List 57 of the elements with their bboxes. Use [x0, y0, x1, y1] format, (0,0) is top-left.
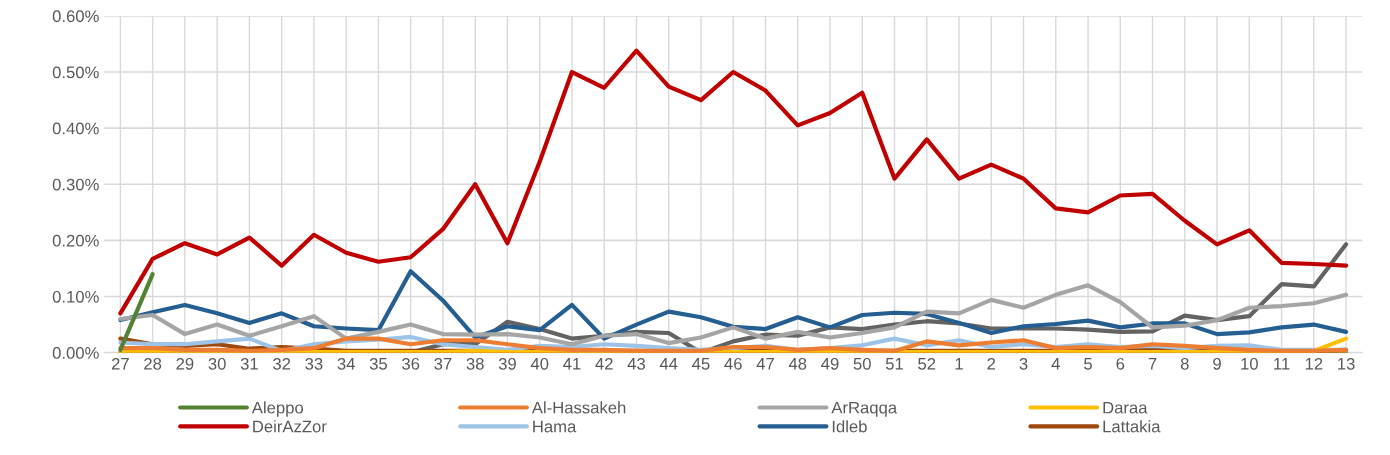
line-series	[118, 283, 1349, 347]
y-tick-label: 0.00%	[52, 347, 99, 359]
y-tick-label: 0.60%	[52, 10, 99, 23]
legend-label: Idleb	[832, 420, 867, 433]
x-tick-label: 32	[273, 357, 291, 370]
line-series	[118, 269, 1349, 341]
x-tick-label: 3	[1019, 357, 1028, 370]
legend-label: ArRaqqa	[831, 401, 898, 417]
x-tick-label: 13	[1338, 357, 1355, 370]
y-tick-label: 0.20%	[52, 234, 99, 247]
x-tick-label: 31	[240, 357, 258, 370]
x-tick-label: 46	[724, 357, 742, 370]
x-tick-label: 5	[1084, 358, 1092, 370]
y-tick-label: 0.10%	[52, 290, 99, 303]
x-tick-label: 8	[1180, 357, 1189, 370]
x-tick-label: 45	[692, 358, 710, 370]
x-tick-label: 37	[434, 357, 452, 370]
x-tick-label: 41	[563, 358, 581, 370]
legend-label: Lattakia	[1103, 420, 1161, 433]
x-tick-label: 48	[788, 357, 807, 370]
legend-label: Al-Hassakeh	[531, 401, 626, 414]
x-tick-label: 11	[1274, 358, 1290, 370]
legend-label: Daraa	[1103, 401, 1148, 414]
x-tick-label: 39	[498, 357, 516, 370]
x-tick-label: 1	[955, 358, 963, 370]
x-tick-label: 10	[1241, 357, 1258, 370]
y-tick-label: 0.50%	[52, 66, 99, 79]
x-tick-label: 27	[111, 357, 129, 370]
x-tick-label: 50	[853, 357, 871, 370]
x-tick-label: 7	[1148, 358, 1157, 370]
x-tick-label: 33	[305, 357, 323, 370]
x-tick-label: 28	[144, 357, 162, 370]
y-tick-label: 0.40%	[52, 122, 99, 135]
x-tick-label: 47	[756, 358, 774, 370]
x-tick-label: 35	[369, 357, 387, 370]
x-tick-label: 30	[208, 357, 226, 370]
line-series	[118, 48, 1349, 316]
legend-label: DeirAzZor	[253, 420, 327, 433]
legend-label: Aleppo	[251, 401, 304, 417]
x-tick-label: 43	[627, 357, 645, 370]
x-tick-label: 42	[595, 357, 613, 370]
x-tick-label: 4	[1051, 358, 1060, 370]
x-tick-label: 51	[885, 358, 903, 370]
y-tick-label: 0.30%	[52, 178, 99, 191]
x-tick-label: 29	[176, 357, 194, 370]
x-tick-label: 9	[1213, 357, 1221, 370]
x-tick-label: 12	[1305, 357, 1323, 370]
x-tick-label: 36	[402, 357, 420, 370]
x-tick-label: 34	[337, 357, 355, 370]
x-tick-label: 40	[530, 357, 549, 370]
x-tick-label: 49	[821, 357, 839, 370]
x-tick-label: 2	[987, 357, 996, 370]
x-tick-label: 44	[659, 358, 678, 370]
legend-label: Hama	[533, 420, 577, 433]
x-tick-label: 6	[1116, 357, 1125, 370]
x-tick-label: 52	[918, 357, 936, 370]
x-tick-label: 38	[466, 357, 484, 370]
